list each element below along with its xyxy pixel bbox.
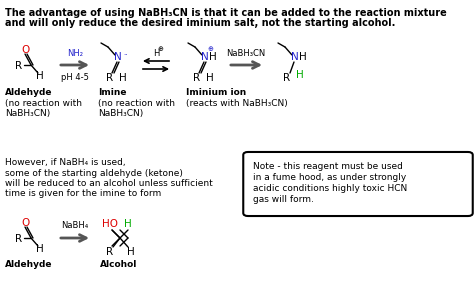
Text: Imine: Imine: [98, 88, 127, 97]
Text: ··: ··: [123, 52, 127, 58]
Text: HO: HO: [102, 219, 118, 229]
Text: gas will form.: gas will form.: [253, 195, 314, 204]
Text: R: R: [107, 73, 114, 83]
Text: in a fume hood, as under strongly: in a fume hood, as under strongly: [253, 173, 406, 182]
Text: N: N: [201, 52, 209, 62]
Text: NaBH₃CN: NaBH₃CN: [227, 49, 265, 57]
Text: Aldehyde: Aldehyde: [5, 260, 53, 269]
Text: N: N: [291, 52, 299, 62]
FancyBboxPatch shape: [243, 152, 473, 216]
Text: O: O: [21, 218, 29, 228]
Text: (no reaction with: (no reaction with: [98, 99, 175, 108]
Text: (no reaction with: (no reaction with: [5, 99, 82, 108]
Text: However, if NaBH₄ is used,: However, if NaBH₄ is used,: [5, 158, 126, 167]
Text: Iminium ion: Iminium ion: [186, 88, 246, 97]
Text: acidic conditions highly toxic HCN: acidic conditions highly toxic HCN: [253, 184, 407, 193]
Text: (reacts with NaBH₃CN): (reacts with NaBH₃CN): [186, 99, 288, 108]
Text: H: H: [209, 52, 217, 62]
Text: pH 4-5: pH 4-5: [61, 73, 89, 82]
Text: Alcohol: Alcohol: [100, 260, 137, 269]
Text: R: R: [16, 61, 23, 71]
Text: The advantage of using NaBH₃CN is that it can be added to the reaction mixture: The advantage of using NaBH₃CN is that i…: [5, 8, 447, 18]
Text: H: H: [119, 73, 127, 83]
Text: Aldehyde: Aldehyde: [5, 88, 53, 97]
Text: NaBH₃CN): NaBH₃CN): [98, 109, 143, 118]
Text: R: R: [283, 73, 291, 83]
Text: NH₂: NH₂: [67, 49, 83, 57]
Text: R: R: [193, 73, 201, 83]
Text: some of the starting aldehyde (ketone): some of the starting aldehyde (ketone): [5, 169, 183, 178]
Text: N: N: [114, 52, 122, 62]
Text: NaBH₄: NaBH₄: [61, 221, 89, 230]
Text: H: H: [36, 244, 44, 254]
Text: O: O: [21, 45, 29, 55]
Text: H: H: [127, 247, 135, 257]
Text: R: R: [107, 247, 114, 257]
Text: time is given for the imine to form: time is given for the imine to form: [5, 189, 161, 198]
Text: will be reduced to an alcohol unless sufficient: will be reduced to an alcohol unless suf…: [5, 179, 213, 188]
Text: H: H: [299, 52, 307, 62]
Text: ⊕: ⊕: [157, 46, 163, 52]
Text: H: H: [296, 70, 304, 80]
Text: and will only reduce the desired iminium salt, not the starting alcohol.: and will only reduce the desired iminium…: [5, 18, 395, 28]
Text: R: R: [16, 234, 23, 244]
Text: H: H: [124, 219, 132, 229]
Text: H: H: [36, 71, 44, 81]
Text: NaBH₃CN): NaBH₃CN): [5, 109, 50, 118]
Text: H: H: [206, 73, 214, 83]
Text: H: H: [153, 49, 159, 57]
Text: ⊕: ⊕: [207, 46, 213, 52]
Text: Note - this reagent must be used: Note - this reagent must be used: [253, 162, 403, 171]
